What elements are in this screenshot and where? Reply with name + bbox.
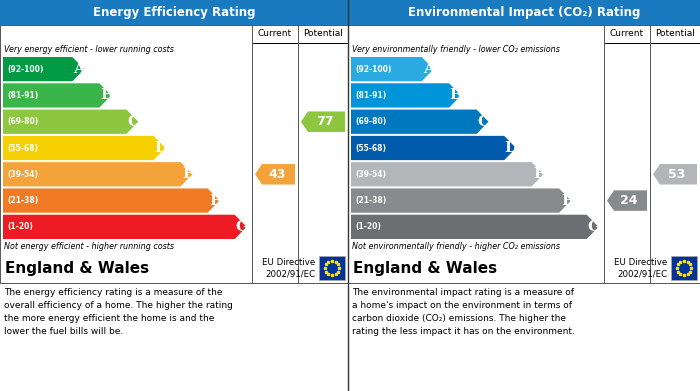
Text: A: A — [74, 62, 85, 76]
Text: England & Wales: England & Wales — [353, 260, 497, 276]
Text: Potential: Potential — [303, 29, 343, 38]
Text: A: A — [423, 62, 435, 76]
Text: D: D — [505, 141, 518, 155]
Bar — [348, 25, 700, 283]
Polygon shape — [3, 83, 111, 108]
Text: England & Wales: England & Wales — [5, 260, 149, 276]
Text: (1-20): (1-20) — [7, 222, 33, 231]
Text: F: F — [209, 194, 220, 208]
Text: (92-100): (92-100) — [355, 65, 391, 74]
Text: E: E — [182, 167, 193, 181]
Text: C: C — [127, 115, 139, 129]
Bar — [0, 0, 348, 25]
Text: EU Directive
2002/91/EC: EU Directive 2002/91/EC — [614, 258, 667, 278]
Polygon shape — [3, 162, 193, 187]
Text: (69-80): (69-80) — [7, 117, 38, 126]
Text: B: B — [450, 88, 463, 102]
Bar — [671, 256, 697, 280]
Bar — [348, 0, 700, 25]
Text: (81-91): (81-91) — [355, 91, 386, 100]
Polygon shape — [301, 111, 345, 132]
Text: (92-100): (92-100) — [7, 65, 43, 74]
Text: Very environmentally friendly - lower CO₂ emissions: Very environmentally friendly - lower CO… — [352, 45, 560, 54]
Text: 24: 24 — [620, 194, 638, 207]
Text: (1-20): (1-20) — [355, 222, 381, 231]
Polygon shape — [351, 57, 433, 81]
Polygon shape — [3, 215, 246, 239]
Polygon shape — [607, 190, 647, 211]
Text: Energy Efficiency Rating: Energy Efficiency Rating — [92, 6, 256, 19]
Text: (21-38): (21-38) — [355, 196, 386, 205]
Polygon shape — [653, 164, 697, 185]
Text: The environmental impact rating is a measure of
a home's impact on the environme: The environmental impact rating is a mea… — [352, 288, 575, 335]
Text: 77: 77 — [316, 115, 333, 128]
Text: Potential: Potential — [655, 29, 695, 38]
Text: 43: 43 — [268, 168, 286, 181]
Text: (55-68): (55-68) — [7, 143, 38, 152]
Text: B: B — [100, 88, 113, 102]
Text: (39-54): (39-54) — [7, 170, 38, 179]
Polygon shape — [3, 188, 220, 213]
Text: Current: Current — [610, 29, 644, 38]
Polygon shape — [351, 215, 598, 239]
Text: (21-38): (21-38) — [7, 196, 38, 205]
Text: The energy efficiency rating is a measure of the
overall efficiency of a home. T: The energy efficiency rating is a measur… — [4, 288, 233, 335]
Text: G: G — [587, 220, 601, 234]
Polygon shape — [351, 162, 543, 187]
Text: G: G — [235, 220, 248, 234]
Text: Environmental Impact (CO₂) Rating: Environmental Impact (CO₂) Rating — [408, 6, 640, 19]
Text: Not environmentally friendly - higher CO₂ emissions: Not environmentally friendly - higher CO… — [352, 242, 560, 251]
Text: 53: 53 — [668, 168, 685, 181]
Text: (69-80): (69-80) — [355, 117, 386, 126]
Text: (39-54): (39-54) — [355, 170, 386, 179]
Polygon shape — [255, 164, 295, 185]
Bar — [0, 25, 348, 283]
Text: Very energy efficient - lower running costs: Very energy efficient - lower running co… — [4, 45, 174, 54]
Text: D: D — [154, 141, 167, 155]
Polygon shape — [3, 57, 84, 81]
Text: E: E — [533, 167, 545, 181]
Text: EU Directive
2002/91/EC: EU Directive 2002/91/EC — [262, 258, 315, 278]
Polygon shape — [351, 83, 461, 108]
Polygon shape — [351, 136, 516, 160]
Text: C: C — [477, 115, 490, 129]
Text: (55-68): (55-68) — [355, 143, 386, 152]
Text: Current: Current — [258, 29, 292, 38]
Polygon shape — [351, 109, 489, 134]
Polygon shape — [351, 188, 571, 213]
Text: F: F — [561, 194, 572, 208]
Text: Not energy efficient - higher running costs: Not energy efficient - higher running co… — [4, 242, 174, 251]
Bar — [319, 256, 345, 280]
Polygon shape — [3, 136, 165, 160]
Polygon shape — [3, 109, 139, 134]
Text: (81-91): (81-91) — [7, 91, 38, 100]
